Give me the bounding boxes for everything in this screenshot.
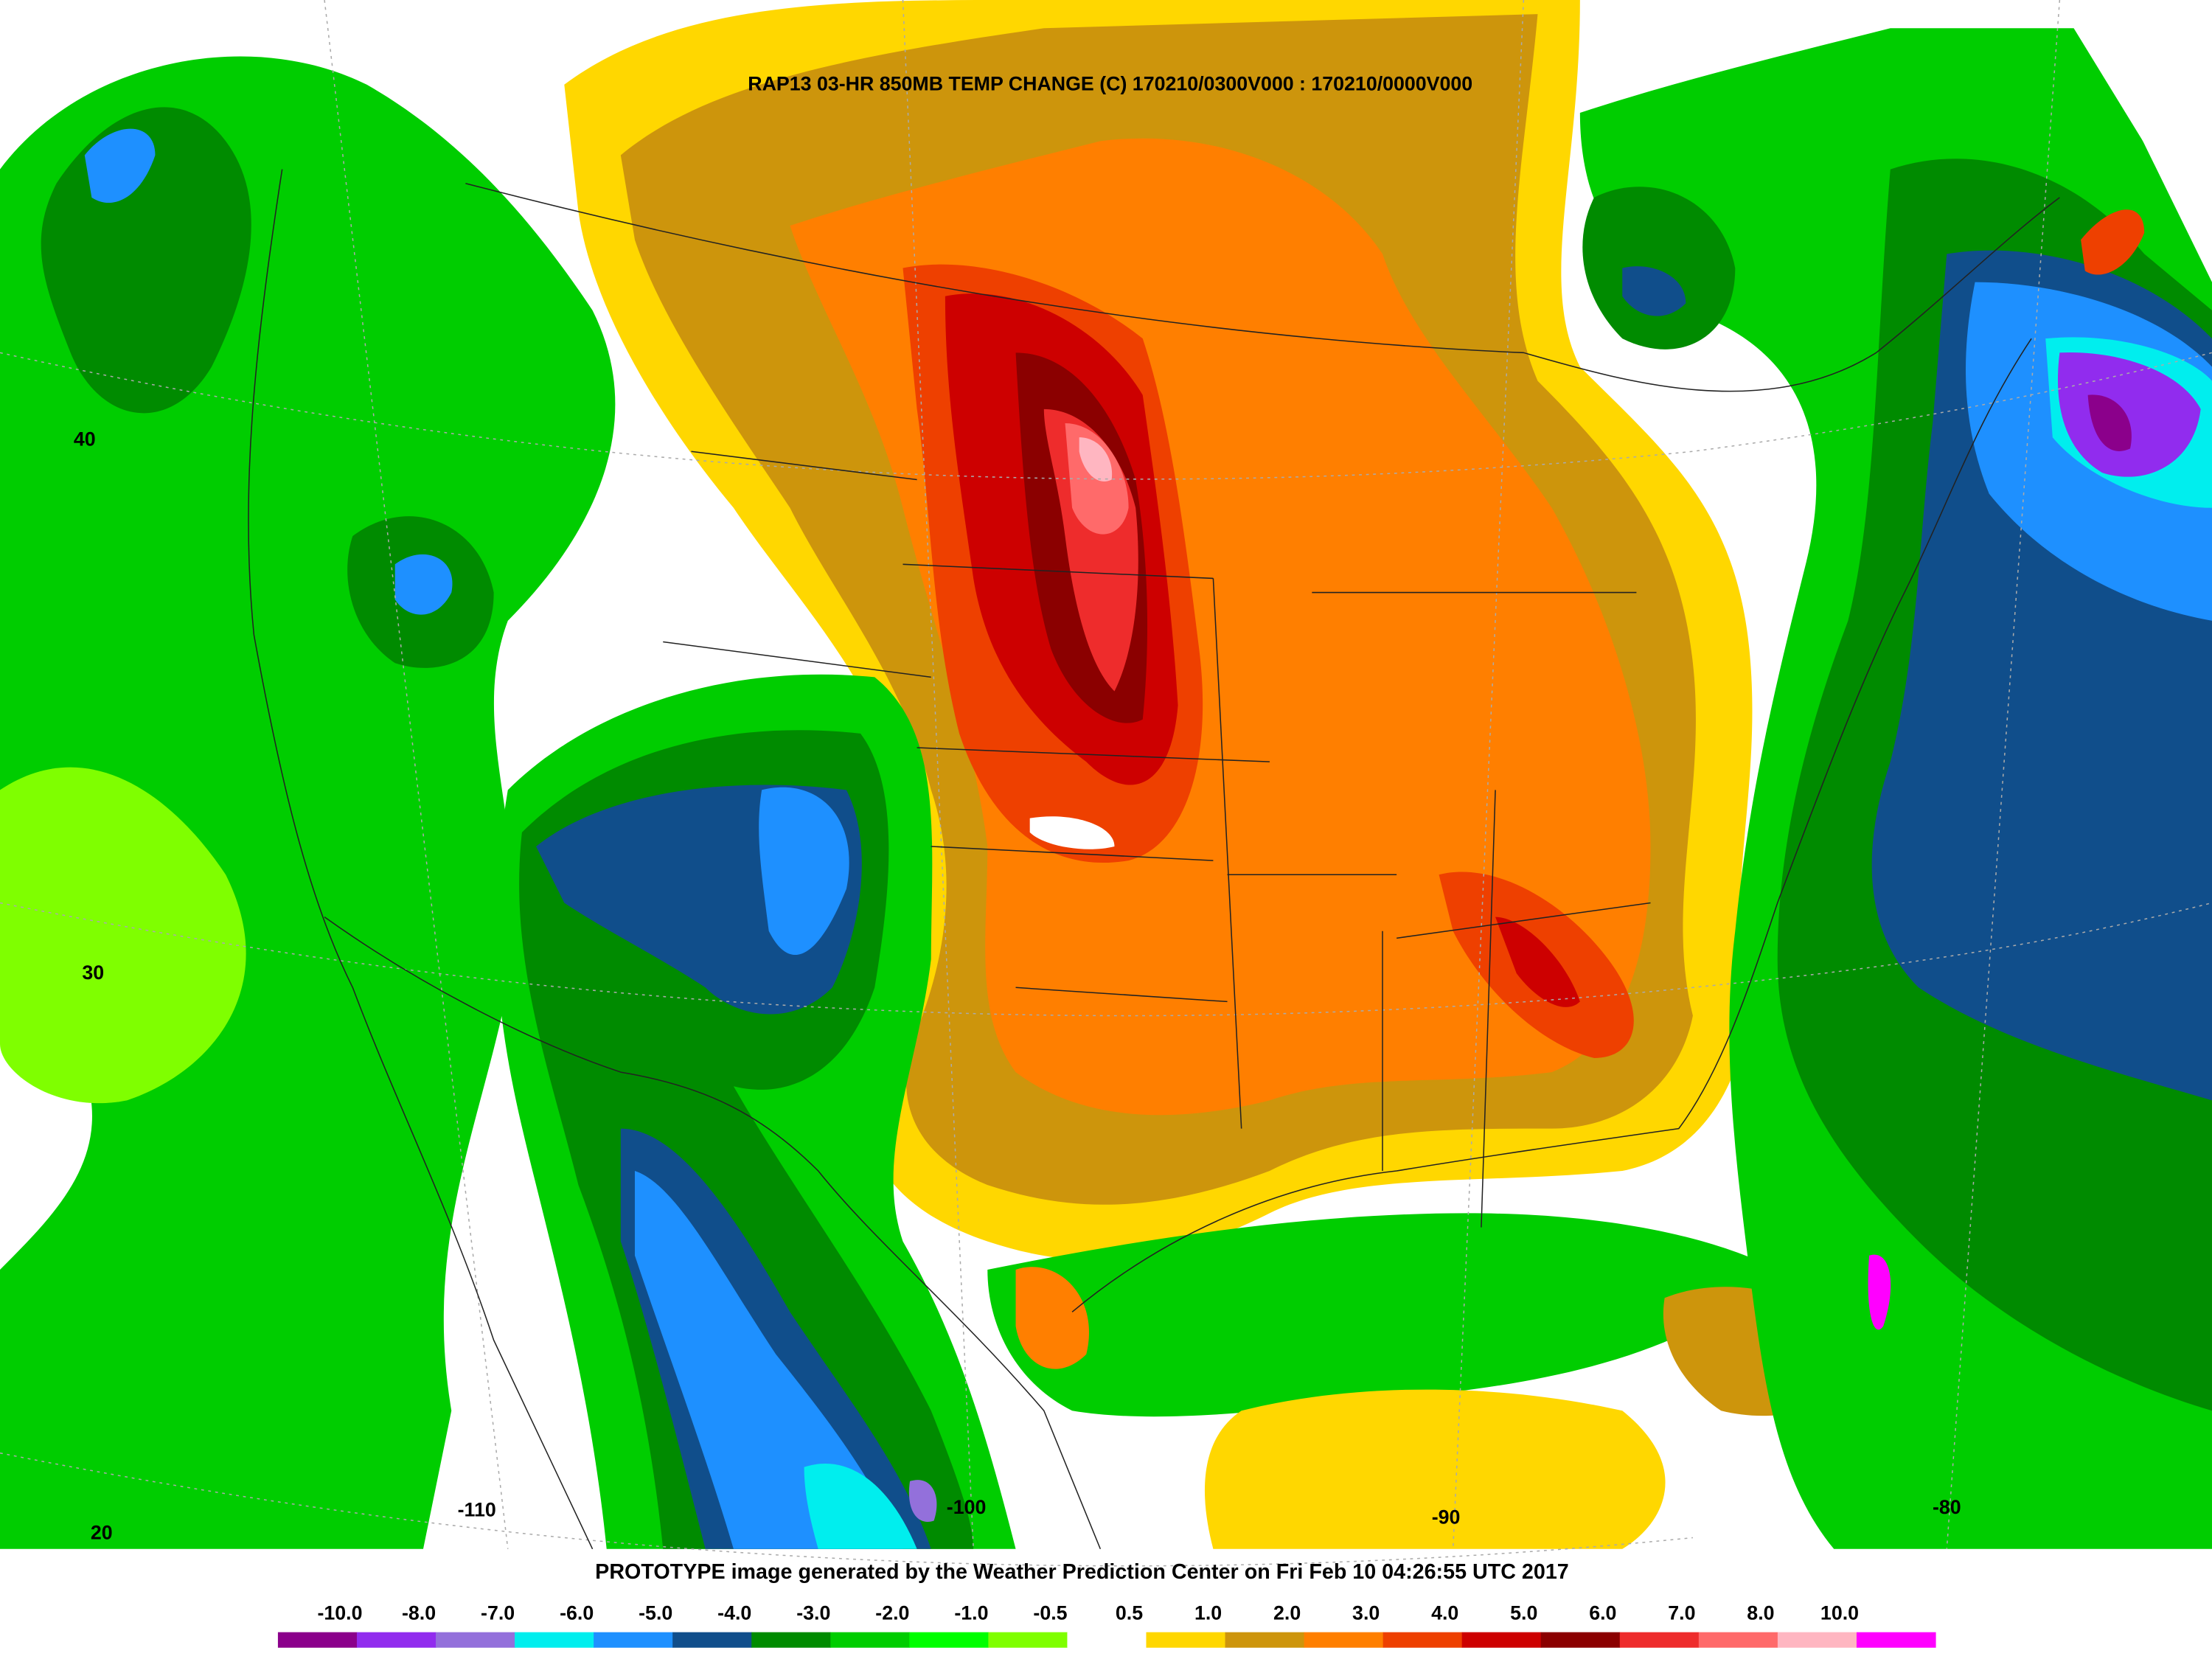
longitude-label: -80: [1933, 1496, 1961, 1518]
colorbar-label: -3.0: [796, 1601, 830, 1624]
colorbar-label: 2.0: [1273, 1601, 1301, 1624]
colorbar-swatch: [594, 1632, 673, 1648]
colorbar-swatch: [988, 1632, 1068, 1648]
colorbar-label: 10.0: [1820, 1601, 1859, 1624]
map-title: RAP13 03-HR 850MB TEMP CHANGE (C) 170210…: [748, 72, 1472, 94]
colorbar-swatch: [1382, 1632, 1463, 1648]
coastline: [1071, 338, 2032, 1312]
contour-area: [804, 1463, 917, 1549]
contour-area: [1582, 187, 1736, 349]
contour-area: [84, 128, 156, 204]
graticule: [1452, 0, 1525, 1549]
colorbar-swatch: [436, 1632, 515, 1648]
state-border: [663, 451, 1651, 1228]
colorbar-label: 6.0: [1589, 1601, 1616, 1624]
country-border: [465, 182, 2060, 392]
longitude-label: -90: [1432, 1506, 1461, 1528]
latitude-label: 20: [91, 1521, 113, 1543]
colorbar-swatch: [1777, 1632, 1857, 1648]
colorbar-swatch: [515, 1632, 594, 1648]
colorbar-swatch: [672, 1632, 752, 1648]
footer-text: PROTOTYPE image generated by the Weather…: [595, 1560, 1569, 1584]
colorbar-swatch: [1225, 1632, 1305, 1648]
colorbar-label: 3.0: [1352, 1601, 1380, 1624]
contour-area: [1622, 266, 1686, 316]
graticule: [902, 0, 974, 1549]
colorbar-swatch: [1304, 1632, 1384, 1648]
contour-area: [987, 1213, 1778, 1417]
contour-area: [0, 56, 616, 1549]
colorbar-label: 0.5: [1116, 1601, 1143, 1624]
country-border: [324, 916, 1102, 1550]
contour-area: [2081, 209, 2145, 275]
colorbar-swatch: [356, 1632, 437, 1648]
map-field: [0, 0, 2212, 1549]
colorbar-label: -1.0: [954, 1601, 988, 1624]
graticule: [0, 352, 2212, 480]
coastline: [248, 169, 594, 1550]
colorbar-swatch: [830, 1632, 910, 1648]
colorbar-swatch: [1067, 1632, 1147, 1648]
contour-area: [1015, 1267, 1089, 1369]
latitude-label: 30: [82, 961, 104, 984]
colorbar-swatch: [1461, 1632, 1542, 1648]
colorbar-label: -5.0: [639, 1601, 672, 1624]
contour-area: [1079, 437, 1113, 481]
graticule: [0, 1452, 1693, 1567]
colorbar-swatch: [1698, 1632, 1778, 1648]
longitude-label: -100: [947, 1496, 987, 1518]
colorbar-label: 1.0: [1194, 1601, 1222, 1624]
contour-area: [1868, 1254, 1891, 1330]
colorbar-swatch: [1540, 1632, 1621, 1648]
colorbar-label: -6.0: [560, 1601, 594, 1624]
contour-area: [908, 1480, 937, 1522]
contour-area: [394, 554, 453, 615]
latitude-label: 40: [74, 428, 96, 451]
colorbar-swatch: [1856, 1632, 1936, 1648]
graticule: [1946, 0, 2061, 1549]
colorbar-swatch: [1146, 1632, 1226, 1648]
colorbar: -10.0 -8.0 -7.0 -6.0 -5.0 -4.0 -3.0 -2.0 -1.0 -0.…: [277, 1601, 1936, 1648]
contour-area: [2057, 352, 2201, 477]
colorbar-label: -4.0: [717, 1601, 751, 1624]
colorbar-label: -7.0: [481, 1601, 515, 1624]
colorbar-label: -2.0: [875, 1601, 909, 1624]
colorbar-label: -0.5: [1033, 1601, 1067, 1624]
contour-area: [634, 1171, 903, 1549]
longitude-label: -110: [458, 1499, 496, 1521]
graticule: [324, 0, 509, 1549]
colorbar-swatch: [277, 1632, 358, 1648]
colorbar-swatch: [751, 1632, 831, 1648]
colorbar-label: 5.0: [1510, 1601, 1537, 1624]
contour-area: [1204, 1389, 1666, 1549]
colorbar-swatch: [909, 1632, 989, 1648]
contour-area: [2087, 394, 2132, 451]
contour-area: [1029, 816, 1115, 849]
projection-edge: [2073, 0, 2212, 282]
colorbar-label: 7.0: [1668, 1601, 1695, 1624]
contour-area: [759, 787, 849, 956]
contour-area: [1495, 917, 1580, 1007]
contour-area: [0, 767, 246, 1104]
geography: [0, 0, 2212, 1567]
graticule: [0, 902, 2212, 1017]
colorbar-swatch: [1619, 1632, 1700, 1648]
colorbar-label: -8.0: [402, 1601, 436, 1624]
colorbar-label: -10.0: [317, 1601, 362, 1624]
colorbar-label: 8.0: [1747, 1601, 1774, 1624]
colorbar-label: 4.0: [1431, 1601, 1458, 1624]
